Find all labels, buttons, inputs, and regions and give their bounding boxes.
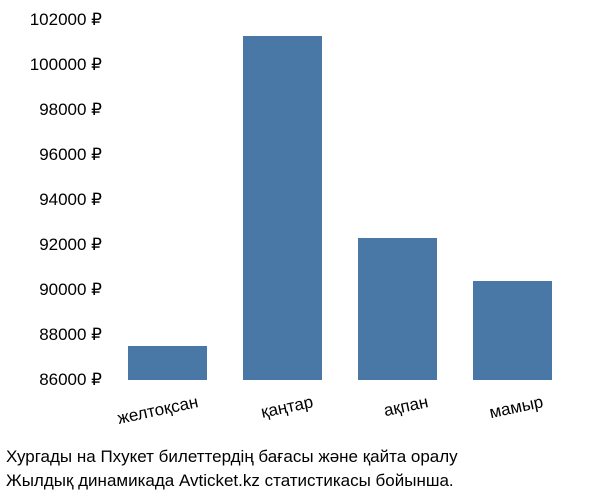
- x-axis-labels: желтоқсанқаңтарақпанмамыр: [110, 382, 570, 442]
- caption-line-1: Хургады на Пхукет билеттердің бағасы жән…: [6, 445, 596, 469]
- x-tick-label: мамыр: [443, 392, 545, 432]
- plot-area: [110, 20, 570, 380]
- y-tick-label: 94000 ₽: [39, 190, 102, 210]
- y-tick-label: 86000 ₽: [39, 370, 102, 390]
- y-tick-label: 88000 ₽: [39, 325, 102, 345]
- y-tick-label: 100000 ₽: [30, 55, 102, 75]
- y-tick-label: 92000 ₽: [39, 235, 102, 255]
- bar: [128, 346, 206, 380]
- bar: [243, 36, 321, 380]
- bar: [473, 281, 551, 380]
- y-tick-label: 98000 ₽: [39, 100, 102, 120]
- x-tick-label: ақпан: [328, 392, 430, 432]
- caption-line-2: Жылдық динамикада Avticket.kz статистика…: [6, 469, 596, 493]
- y-tick-label: 102000 ₽: [30, 10, 102, 30]
- y-tick-label: 90000 ₽: [39, 280, 102, 300]
- y-tick-label: 96000 ₽: [39, 145, 102, 165]
- chart-caption: Хургады на Пхукет билеттердің бағасы жән…: [6, 445, 596, 493]
- x-tick-label: желтоқсан: [98, 392, 200, 432]
- y-axis: 86000 ₽88000 ₽90000 ₽92000 ₽94000 ₽96000…: [0, 20, 110, 380]
- x-tick-label: қаңтар: [213, 392, 315, 432]
- price-chart: 86000 ₽ 88000 ₽ 90000 ₽ 92000 ₽ 94000 ₽ 96000…: [0, 0, 600, 500]
- bar: [358, 238, 436, 380]
